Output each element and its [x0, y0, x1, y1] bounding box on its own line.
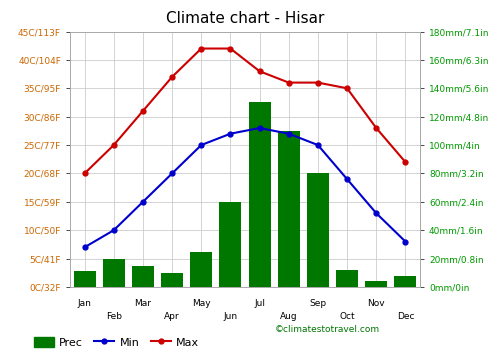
Bar — [394, 276, 416, 287]
Text: ©climatestotravel.com: ©climatestotravel.com — [275, 325, 380, 334]
Text: Jan: Jan — [78, 300, 92, 308]
Bar — [190, 252, 212, 287]
Text: Sep: Sep — [310, 300, 326, 308]
Bar — [248, 103, 270, 287]
Text: Nov: Nov — [368, 300, 385, 308]
Bar — [336, 270, 358, 287]
Text: Dec: Dec — [396, 312, 414, 321]
Text: Apr: Apr — [164, 312, 180, 321]
Bar — [366, 281, 387, 287]
Legend: Prec, Min, Max: Prec, Min, Max — [34, 337, 200, 348]
Text: Mar: Mar — [134, 300, 152, 308]
Bar — [161, 273, 183, 287]
Text: Aug: Aug — [280, 312, 297, 321]
Text: Jul: Jul — [254, 300, 265, 308]
Bar — [74, 271, 96, 287]
Bar — [132, 266, 154, 287]
Text: Oct: Oct — [340, 312, 355, 321]
Text: May: May — [192, 300, 210, 308]
Text: Feb: Feb — [106, 312, 122, 321]
Text: Jun: Jun — [224, 312, 237, 321]
Bar — [278, 131, 299, 287]
Bar — [103, 259, 124, 287]
Title: Climate chart - Hisar: Climate chart - Hisar — [166, 11, 324, 26]
Bar — [307, 174, 329, 287]
Bar — [220, 202, 242, 287]
